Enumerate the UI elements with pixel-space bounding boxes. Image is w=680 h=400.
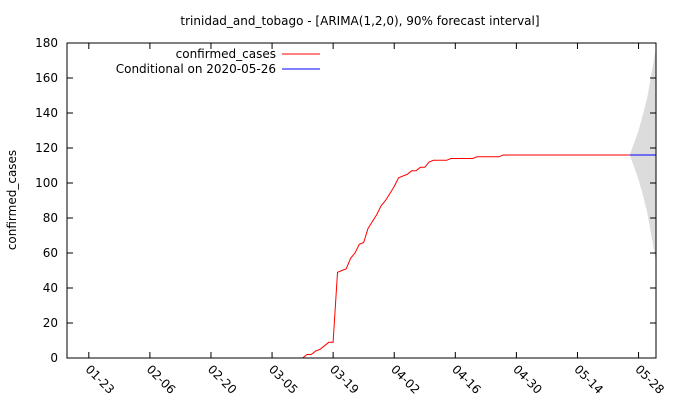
x-tick-label: 02-06 [144, 362, 179, 397]
x-axis: 01-23 02-06 02-20 03-05 03-19 04-02 04-16 04-30… [83, 43, 667, 397]
plot-frame [66, 42, 657, 359]
series-line-confirmed-cases [84, 154, 630, 359]
chart-title: trinidad_and_tobago - [ARIMA(1,2,0), 90%… [180, 14, 539, 28]
y-axis: 0 20 40 60 80 100 120 140 160 180 [35, 36, 656, 365]
legend: confirmed_cases Conditional on 2020-05-2… [116, 47, 320, 76]
series-layer [84, 154, 656, 359]
y-tick-label: 20 [43, 316, 58, 330]
y-tick-label: 0 [50, 351, 58, 365]
y-tick-label: 140 [35, 106, 58, 120]
y-tick-label: 120 [35, 141, 58, 155]
legend-label-confirmed-cases: confirmed_cases [176, 47, 276, 61]
x-tick-label: 01-23 [83, 362, 118, 397]
y-axis-label: confirmed_cases [5, 150, 19, 250]
y-tick-label: 100 [35, 176, 58, 190]
y-tick-label: 160 [35, 71, 58, 85]
x-tick-label: 03-19 [327, 362, 362, 397]
y-tick-label: 180 [35, 36, 58, 50]
x-tick-label: 04-30 [510, 362, 545, 397]
x-tick-label: 05-28 [632, 362, 667, 397]
x-tick-label: 05-14 [571, 362, 606, 397]
y-tick-label: 40 [43, 281, 58, 295]
x-tick-label: 03-05 [266, 362, 301, 397]
x-tick-label: 04-16 [449, 362, 484, 397]
x-tick-label: 04-02 [388, 362, 423, 397]
legend-label-conditional: Conditional on 2020-05-26 [116, 62, 276, 76]
x-tick-label: 02-20 [205, 362, 240, 397]
y-tick-label: 60 [43, 246, 58, 260]
y-tick-label: 80 [43, 211, 58, 225]
